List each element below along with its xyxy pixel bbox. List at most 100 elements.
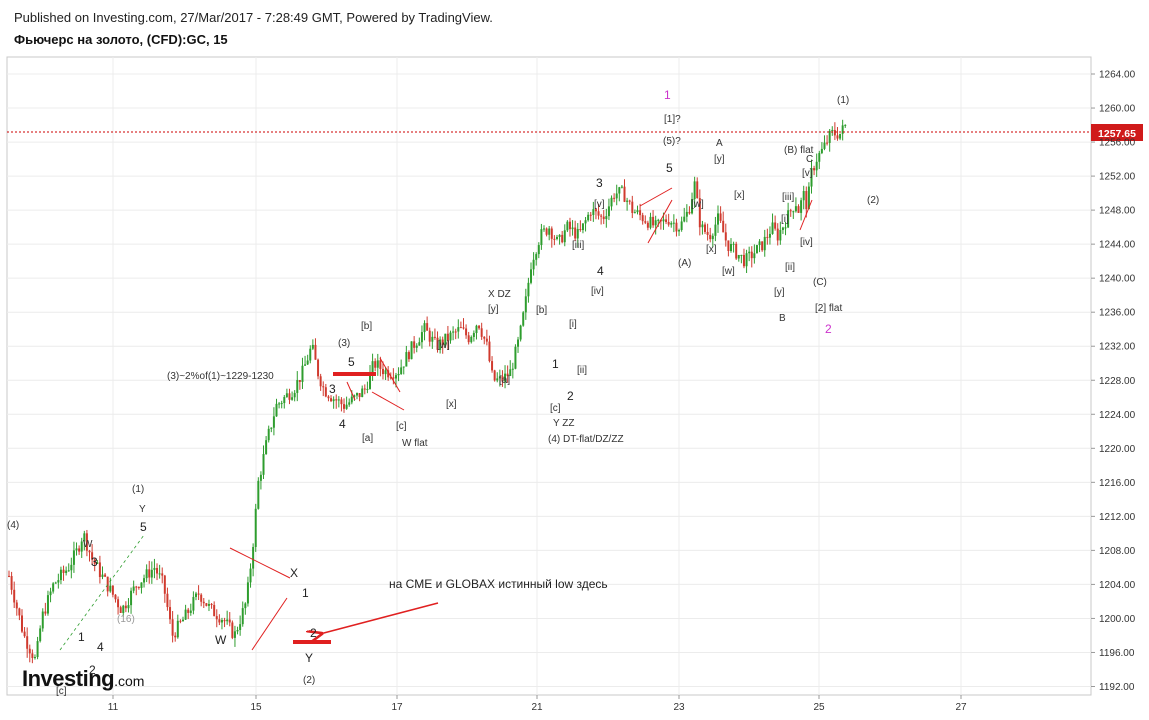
flat-line-lower [371,391,405,411]
candle-body [750,251,753,259]
candle-body [742,254,745,267]
candle-body [314,344,317,360]
candle-body [568,221,571,230]
candle-body [272,416,275,428]
candle-body [236,629,239,632]
candle-body [244,603,247,609]
candle-body [594,209,597,212]
candle-body [693,181,696,200]
candle-body [200,594,203,602]
candle-body [262,454,265,475]
candle-body [52,583,55,592]
candle-body [441,339,444,346]
candle-body [67,570,70,572]
candle-body [844,124,847,126]
candle-body [433,336,436,338]
label-xdz: X DZ [488,289,511,300]
label-four-c: 4 [597,264,604,278]
candle-body [207,603,210,606]
label-b-sq: [b] [361,321,372,332]
wave-annotations: (4) (1) Y 5 W 3 (16) 1 4 2 [c] W X 1 2 Y… [7,88,879,697]
candle-body [366,388,369,390]
candle-body [644,221,647,223]
candle-body [106,576,109,592]
candle-body [680,221,683,231]
candle-body [202,601,205,604]
candle-body [197,593,200,595]
candle-body [823,142,826,149]
candle-body [729,244,732,252]
candle-body [755,245,758,254]
label-two-a: 2 [89,663,96,677]
candle-body [761,241,764,251]
candle-body [241,608,244,625]
candle-body [400,367,403,375]
candle-body [283,397,286,404]
candle-body [54,582,57,584]
candle-body [465,328,468,336]
candle-body [522,312,525,326]
candle-body [127,605,130,609]
candle-body [607,206,610,217]
candle-body [311,344,314,349]
label-five-q: (5)? [663,136,681,147]
label-iv-sq: [iv] [591,286,604,297]
candle-body [774,222,777,229]
candle-body [426,323,429,331]
x-tick-label: 25 [813,702,825,713]
candle-body [800,200,803,213]
candle-body [309,348,312,361]
label-a-paren: (A) [678,258,691,269]
label-five-c: 5 [666,161,673,175]
label-y-sq3: [y] [774,287,785,298]
label-two-c: 2 [567,389,574,403]
chart-title: Фьючерс на золото, (CFD):GC, 15 [14,32,228,47]
candle-body [633,212,636,214]
candle-body [62,569,65,573]
candle-body [402,366,405,368]
candle-body [530,269,533,283]
candle-body [657,219,660,221]
candle-body [745,253,748,267]
candle-body [675,222,678,232]
candle-body [405,352,408,367]
candle-body [228,619,231,623]
candle-body [33,657,36,659]
candle-body [26,636,29,649]
candle-body [293,392,296,398]
candle-body [205,603,208,606]
candle-body [620,186,623,188]
candle-body [163,575,166,594]
candle-body [789,210,792,212]
candle-body [509,369,512,376]
candle-body [691,199,694,214]
candle-body [148,569,151,578]
candle-body [304,364,307,366]
candle-body [597,211,600,216]
candle-body [361,388,364,398]
candle-body [553,238,556,240]
y-tick-label: 1248.00 [1099,206,1136,217]
candle-body [532,259,535,270]
candle-body [407,352,410,360]
candle-body [57,580,60,583]
candle-body [397,374,400,376]
diag-line-upper [639,187,673,207]
candle-body [85,533,88,551]
candle-body [44,611,47,614]
candle-body [358,393,361,398]
candle-body [194,593,197,597]
candle-body [257,480,260,509]
label-target: (3)~2%of(1)~1229-1230 [167,371,274,382]
y-tick-label: 1252.00 [1099,172,1136,183]
candle-body [571,227,574,230]
label-w4-left: (4) [7,520,19,531]
label-x-sq: [x] [446,399,457,410]
label-c-sq2: [c] [550,403,561,414]
candle-body [145,569,148,579]
candle-body [483,336,486,339]
candle-body [704,224,707,232]
label-one-q: [1]? [664,114,681,125]
candle-body [184,609,187,620]
